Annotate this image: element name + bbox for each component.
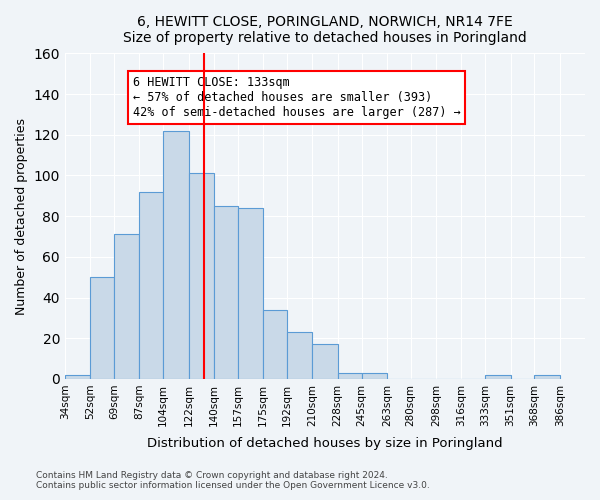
Text: Contains HM Land Registry data © Crown copyright and database right 2024.
Contai: Contains HM Land Registry data © Crown c… (36, 470, 430, 490)
Text: 6 HEWITT CLOSE: 133sqm
← 57% of detached houses are smaller (393)
42% of semi-de: 6 HEWITT CLOSE: 133sqm ← 57% of detached… (133, 76, 460, 119)
Title: 6, HEWITT CLOSE, PORINGLAND, NORWICH, NR14 7FE
Size of property relative to deta: 6, HEWITT CLOSE, PORINGLAND, NORWICH, NR… (123, 15, 527, 45)
Bar (485, 375, 511, 379)
Bar (238, 208, 263, 379)
Bar (338, 373, 362, 379)
Bar (114, 234, 139, 379)
Bar (214, 206, 238, 379)
X-axis label: Distribution of detached houses by size in Poringland: Distribution of detached houses by size … (147, 437, 503, 450)
Bar (188, 174, 214, 379)
Y-axis label: Number of detached properties: Number of detached properties (15, 118, 28, 314)
Bar (535, 375, 560, 379)
Bar (263, 310, 287, 379)
Bar (287, 332, 313, 379)
Bar (362, 373, 387, 379)
Bar (163, 130, 188, 379)
Bar (90, 277, 114, 379)
Bar (65, 375, 90, 379)
Bar (313, 344, 338, 379)
Bar (139, 192, 163, 379)
